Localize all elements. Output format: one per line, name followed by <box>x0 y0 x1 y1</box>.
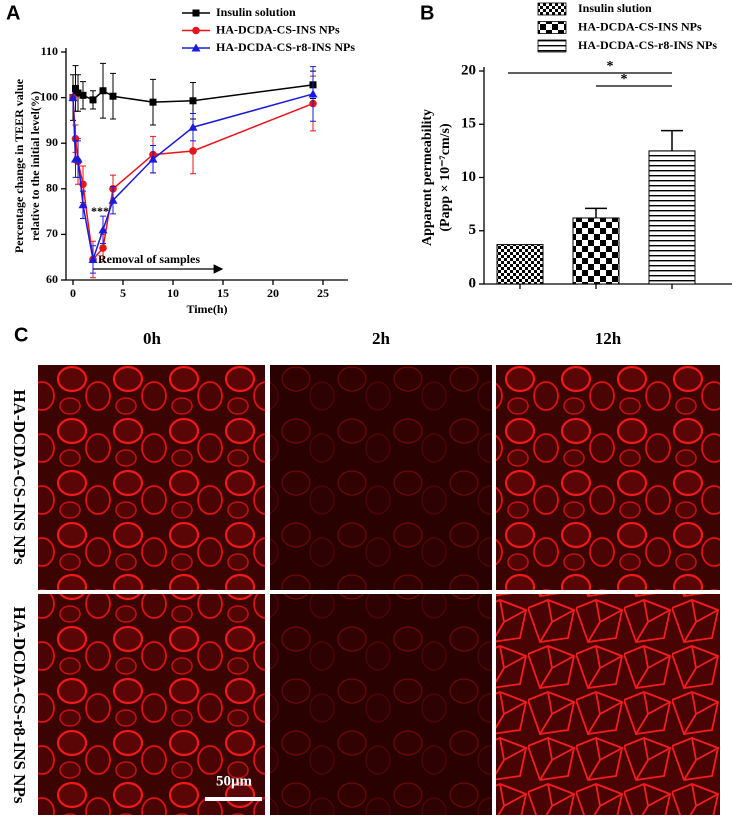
marker <box>99 244 107 252</box>
marker <box>79 91 87 99</box>
series-line <box>72 97 314 262</box>
error-bar <box>661 129 683 151</box>
y-tick-label: 20 <box>461 62 476 78</box>
y-axis-label: Apparent permeability <box>420 109 435 246</box>
x-tick-label: 25 <box>317 286 329 300</box>
comparison-label: * <box>621 72 628 87</box>
y-tick-label: 90 <box>46 135 58 149</box>
micrograph <box>496 365 720 590</box>
marker <box>88 254 98 263</box>
marker <box>89 96 97 104</box>
x-tick-label: 10 <box>167 286 179 300</box>
x-tick-label: 15 <box>217 286 229 300</box>
panel-c: C 0h 2h 12h HA-DCDA-CS-INS NPs HA-DCDA-C… <box>10 324 720 815</box>
micrograph <box>38 594 265 815</box>
marker <box>108 195 118 204</box>
marker <box>78 200 88 209</box>
legend-label: Insulin solution <box>216 5 296 19</box>
marker <box>149 98 157 106</box>
axis <box>65 48 348 281</box>
y-tick-label: 110 <box>41 44 58 58</box>
panel-label: A <box>6 2 20 24</box>
scale-bar <box>205 797 262 801</box>
column-label: 0h <box>143 329 162 348</box>
y-tick-label: 5 <box>469 222 477 238</box>
row-label: HA-DCDA-CS-INS NPs <box>10 389 29 565</box>
micrograph <box>270 594 492 815</box>
legend-marker <box>192 9 200 17</box>
panel-label: B <box>420 2 434 24</box>
legend-swatch <box>537 2 567 16</box>
legend-marker <box>192 26 200 35</box>
legend-label: HA-DCDA-CS-r8-INS NPs <box>578 38 717 52</box>
legend-label: Insulin slution <box>578 1 652 15</box>
marker <box>99 87 107 95</box>
legend-label: HA-DCDA-CS-INS NPs <box>578 19 702 33</box>
marker <box>188 122 198 131</box>
y-tick-label: 70 <box>46 226 58 240</box>
legend-label: HA-DCDA-CS-INS NPs <box>216 22 340 36</box>
panel-label: C <box>14 324 28 346</box>
legend-label: HA-DCDA-CS-r8-INS NPs <box>216 40 355 54</box>
annotation: Removal of samples <box>98 252 200 266</box>
scale-bar-label: 50μm <box>216 773 253 789</box>
y-tick-label: 15 <box>461 116 476 132</box>
legend-swatch <box>537 39 567 53</box>
legend-swatch <box>537 21 567 34</box>
error-bar <box>585 207 607 218</box>
y-tick-label: 100 <box>40 89 58 103</box>
y-tick-label: 10 <box>461 169 476 185</box>
x-tick-label: 5 <box>120 286 126 300</box>
marker <box>98 225 108 234</box>
bar <box>572 217 620 285</box>
y-tick-label: 60 <box>46 272 58 286</box>
micrograph <box>38 365 265 590</box>
bar <box>496 244 544 285</box>
x-tick-label: 0 <box>70 286 76 300</box>
column-label: 12h <box>595 329 622 348</box>
marker <box>189 147 197 155</box>
row-label: HA-DCDA-CS-r8-INS NPs <box>10 607 29 804</box>
marker <box>148 154 158 163</box>
annotation: *** <box>91 204 109 218</box>
y-axis-label: (Papp × 10⁻⁷cm/s) <box>438 123 453 232</box>
micrograph <box>270 365 492 590</box>
comparison-label: * <box>607 59 614 74</box>
y-axis-label: Percentage change in TEER value <box>12 78 26 253</box>
marker <box>73 154 83 163</box>
y-tick-label: 0 <box>469 275 477 291</box>
y-axis-label: relative to the initial level(%) <box>28 91 42 241</box>
marker <box>72 84 79 92</box>
micrograph <box>496 594 720 815</box>
marker <box>308 89 318 98</box>
legend-marker <box>191 43 201 52</box>
bar <box>648 150 696 285</box>
x-axis-label: Time(h) <box>186 302 227 316</box>
y-tick-label: 80 <box>46 181 58 195</box>
x-tick-label: 20 <box>267 286 279 300</box>
marker <box>109 92 117 100</box>
column-label: 2h <box>372 329 391 348</box>
marker <box>74 89 82 97</box>
marker <box>68 93 78 102</box>
marker <box>189 97 197 105</box>
